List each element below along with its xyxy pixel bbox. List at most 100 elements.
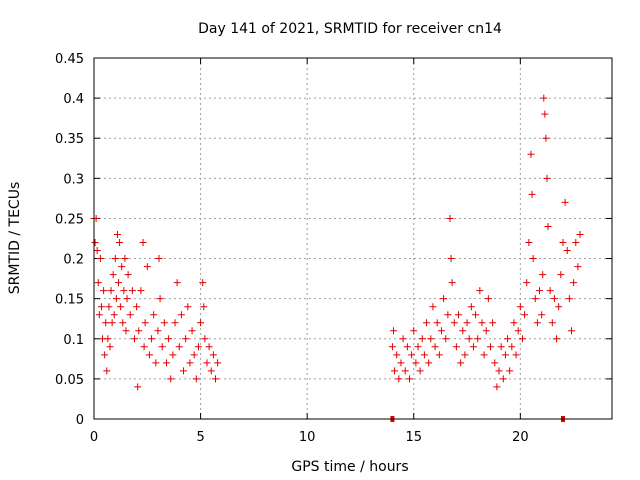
data-point bbox=[499, 375, 507, 383]
data-point bbox=[555, 303, 563, 311]
data-point bbox=[450, 319, 458, 327]
y-tick-label: 0.45 bbox=[55, 52, 84, 67]
data-point bbox=[510, 319, 518, 327]
data-point bbox=[162, 359, 170, 367]
data-point bbox=[119, 319, 127, 327]
data-point bbox=[427, 335, 435, 343]
data-point bbox=[482, 327, 490, 335]
data-point bbox=[201, 335, 209, 343]
data-point bbox=[497, 343, 505, 351]
data-point bbox=[529, 255, 537, 263]
y-tick-label: 0.4 bbox=[63, 92, 84, 107]
chart-title: Day 141 of 2021, SRMTID for receiver cn1… bbox=[198, 21, 502, 37]
data-point bbox=[401, 367, 409, 375]
data-point bbox=[145, 351, 153, 359]
data-point bbox=[446, 214, 454, 222]
data-point bbox=[463, 319, 471, 327]
data-point bbox=[565, 295, 573, 303]
y-tick-label: 0 bbox=[76, 413, 84, 428]
data-point bbox=[205, 343, 213, 351]
data-point bbox=[495, 367, 503, 375]
data-point bbox=[561, 198, 569, 206]
data-point bbox=[457, 359, 465, 367]
data-point bbox=[94, 279, 102, 287]
data-point bbox=[397, 359, 405, 367]
data-point bbox=[429, 303, 437, 311]
data-point bbox=[190, 351, 198, 359]
data-point bbox=[472, 311, 480, 319]
data-point bbox=[474, 335, 482, 343]
data-point bbox=[188, 327, 196, 335]
data-point bbox=[135, 327, 143, 335]
data-point bbox=[214, 359, 222, 367]
data-points bbox=[90, 94, 584, 422]
data-point bbox=[440, 295, 448, 303]
data-point bbox=[93, 247, 101, 255]
data-point bbox=[574, 263, 582, 271]
data-point bbox=[572, 239, 580, 247]
data-point bbox=[165, 335, 173, 343]
data-point bbox=[128, 287, 136, 295]
data-point bbox=[97, 303, 105, 311]
x-tick-label: 10 bbox=[299, 430, 316, 445]
y-axis-label: SRMTID / TECUs bbox=[7, 182, 23, 295]
data-point bbox=[182, 335, 190, 343]
y-tick-label: 0.3 bbox=[63, 172, 84, 187]
data-point bbox=[431, 343, 439, 351]
plot-frame bbox=[93, 57, 613, 420]
data-point bbox=[536, 287, 544, 295]
data-point bbox=[469, 343, 477, 351]
data-point bbox=[115, 279, 123, 287]
data-point bbox=[506, 367, 514, 375]
data-point bbox=[465, 335, 473, 343]
data-point bbox=[425, 359, 433, 367]
data-point bbox=[106, 343, 114, 351]
data-point bbox=[175, 343, 183, 351]
data-point bbox=[412, 359, 420, 367]
data-point bbox=[143, 263, 151, 271]
data-point bbox=[523, 279, 531, 287]
data-point bbox=[467, 303, 475, 311]
y-tick-label: 0.15 bbox=[55, 293, 84, 308]
data-point bbox=[108, 319, 116, 327]
data-point bbox=[112, 295, 120, 303]
axis-ticks: 0 0.05 0.1 0.15 0.2 0.25 0.3 0.35 0.4 0.45 0 5 10 15 2… bbox=[55, 52, 612, 445]
data-point bbox=[160, 319, 168, 327]
data-point bbox=[120, 287, 128, 295]
data-point bbox=[543, 174, 551, 182]
data-point bbox=[539, 271, 547, 279]
data-point bbox=[156, 295, 164, 303]
data-point bbox=[540, 94, 548, 102]
data-point bbox=[512, 351, 520, 359]
data-point bbox=[437, 327, 445, 335]
data-point bbox=[197, 319, 205, 327]
data-point bbox=[399, 335, 407, 343]
data-point bbox=[96, 255, 104, 263]
data-point bbox=[207, 367, 215, 375]
y-tick-label: 0.25 bbox=[55, 212, 84, 227]
data-point bbox=[527, 150, 535, 158]
data-point bbox=[420, 351, 428, 359]
data-point bbox=[152, 359, 160, 367]
data-point bbox=[531, 295, 539, 303]
data-point bbox=[393, 351, 401, 359]
data-point bbox=[118, 263, 126, 271]
data-point bbox=[403, 343, 411, 351]
data-point bbox=[107, 287, 115, 295]
data-point bbox=[548, 319, 556, 327]
y-tick-label: 0.1 bbox=[63, 333, 84, 348]
y-tick-label: 0.05 bbox=[55, 373, 84, 388]
data-point bbox=[141, 319, 149, 327]
data-point bbox=[186, 359, 194, 367]
y-tick-label: 0.2 bbox=[63, 253, 84, 268]
data-point bbox=[418, 335, 426, 343]
data-point bbox=[134, 383, 142, 391]
data-point bbox=[124, 271, 132, 279]
data-point bbox=[139, 239, 147, 247]
data-point bbox=[452, 343, 460, 351]
data-point bbox=[504, 335, 512, 343]
data-point bbox=[100, 287, 108, 295]
data-point bbox=[484, 295, 492, 303]
data-point bbox=[538, 311, 546, 319]
